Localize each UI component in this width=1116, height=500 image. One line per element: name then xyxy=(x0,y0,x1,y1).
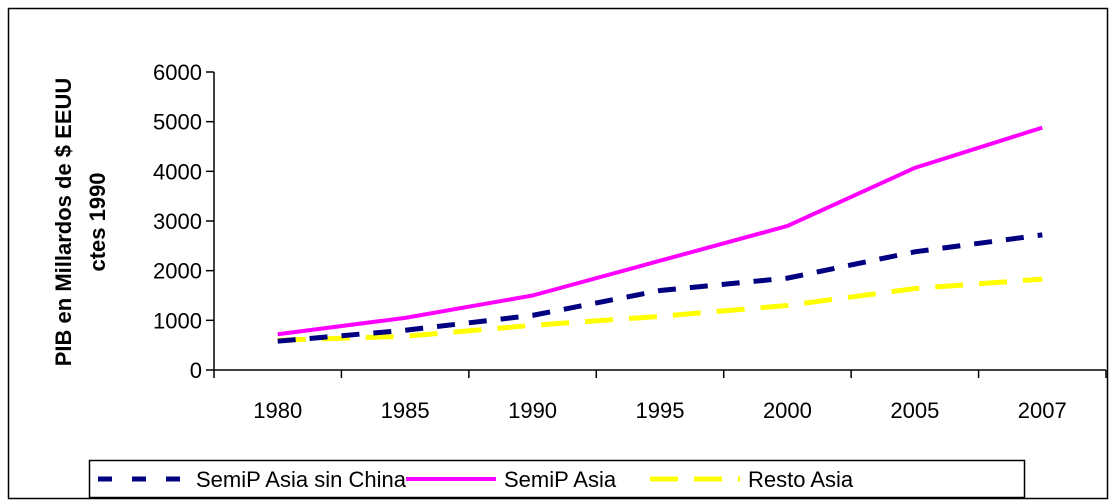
legend-box xyxy=(88,459,1026,499)
y-axis-title-line-1: PIB en Millardos de $ EEUU xyxy=(51,78,76,367)
x-tick-label: 2005 xyxy=(890,398,939,423)
series-line-3 xyxy=(277,276,1043,343)
series-line-2 xyxy=(277,125,1043,337)
series-line-1 xyxy=(277,232,1043,344)
legend-label-2: SemiP Asia xyxy=(504,467,617,492)
x-tick-label: 2007 xyxy=(1018,398,1067,423)
legend-label-1: SemiP Asia sin China xyxy=(196,467,407,492)
x-tick-label: 1985 xyxy=(381,398,430,423)
legend: SemiP Asia sin China SemiP Asia Resto Asia xyxy=(88,459,1026,499)
x-tick-label: 2000 xyxy=(763,398,812,423)
y-axis-title: PIB en Millardos de $ EEUU ctes 1990 xyxy=(51,78,110,367)
y-tick-label: 3000 xyxy=(153,209,202,234)
y-tick-label: 6000 xyxy=(153,60,202,85)
series-layer xyxy=(277,125,1043,344)
y-axis-title-line-2: ctes 1990 xyxy=(85,172,110,271)
legend-label-3: Resto Asia xyxy=(748,467,854,492)
x-tick-label: 1990 xyxy=(508,398,557,423)
x-tick-label: 1995 xyxy=(636,398,685,423)
y-tick-label: 4000 xyxy=(153,159,202,184)
y-tick-label: 0 xyxy=(190,358,202,383)
y-tick-label: 1000 xyxy=(153,308,202,333)
x-tick-label: 1980 xyxy=(253,398,302,423)
y-tick-label: 2000 xyxy=(153,259,202,284)
axes: 0 1000 2000 3000 4000 5000 6000 1980 1985 1990 199… xyxy=(153,60,1107,423)
y-tick-label: 5000 xyxy=(153,110,202,135)
chart-border xyxy=(7,7,1109,500)
